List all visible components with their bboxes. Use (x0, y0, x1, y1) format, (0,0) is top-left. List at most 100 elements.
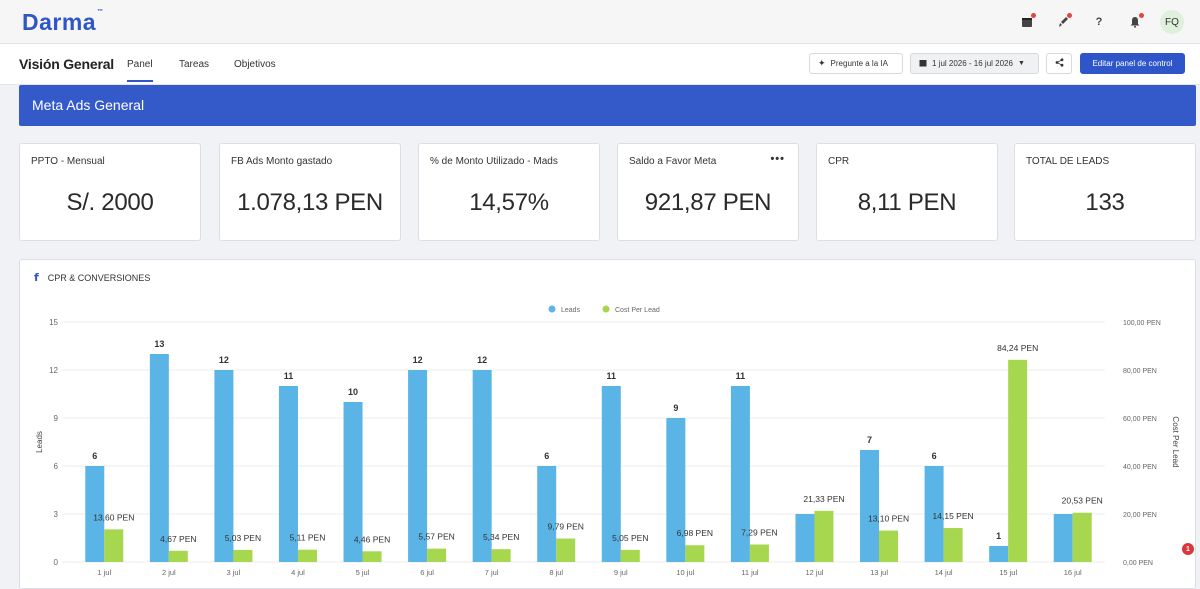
bar-cost-per-lead (233, 549, 253, 562)
kpi-title: CPR (828, 156, 850, 167)
data-label-leads: 6 (544, 451, 549, 461)
rocket-icon[interactable] (1052, 11, 1074, 33)
data-label-cpl: 84,24 PEN (997, 343, 1038, 353)
ask-ai-button[interactable]: ✦ Pregunte a la IA (809, 53, 903, 74)
data-label-cpl: 6,98 PEN (677, 528, 713, 538)
bar-leads (343, 402, 363, 562)
section-banner: Meta Ads General (19, 85, 1196, 126)
bar-leads (1053, 514, 1073, 562)
x-tick-label: 4 jul (291, 568, 305, 577)
y-tick-label: 15 (49, 318, 58, 327)
bell-icon[interactable] (1124, 11, 1146, 33)
page-title: Visión General (19, 56, 114, 72)
x-tick-label: 5 jul (356, 568, 370, 577)
kpi-value: 133 (1085, 189, 1125, 216)
data-label-leads: 12 (477, 355, 487, 365)
data-label-cpl: 21,33 PEN (803, 494, 844, 504)
kpi-value: S/. 2000 (66, 189, 154, 216)
facebook-icon: f (34, 271, 39, 284)
bar-cost-per-lead (297, 549, 317, 562)
calendar-icon (919, 59, 927, 69)
bar-leads (730, 386, 750, 562)
cpr-conversions-chart: 0 3 6 9 12 15 0,00 PEN 20,00 PEN 40,00 PEN 60,00 … (35, 305, 1180, 577)
chart-title: CPR & CONVERSIONES (47, 272, 151, 283)
tab-panel[interactable]: Panel (127, 59, 153, 82)
bar-leads (472, 370, 492, 562)
top-icons: ? FQ (1016, 10, 1184, 34)
y-tick-label: 3 (54, 510, 59, 519)
notification-badge[interactable]: 1 (1182, 543, 1194, 555)
data-label-leads: 12 (413, 355, 423, 365)
y-tick-label: 0 (54, 558, 59, 567)
date-range-picker[interactable]: 1 jul 2026 - 16 jul 2026 ▼ (910, 53, 1039, 74)
x-tick-label: 9 jul (614, 568, 628, 577)
kpi-card-cpr: CPR 8,11 PEN (816, 143, 998, 241)
chart-panel: f CPR & CONVERSIONES 0 3 6 9 12 15 0,00 PEN 20,… (19, 259, 1196, 589)
app-logo[interactable]: Darma™ (22, 9, 104, 35)
bar-cost-per-lead (1072, 512, 1092, 562)
y2-axis-title: Cost Per Lead (1171, 416, 1180, 467)
share-button[interactable] (1046, 53, 1072, 74)
tab-objetivos[interactable]: Objetivos (234, 59, 276, 70)
data-label-leads: 9 (673, 403, 678, 413)
bar-cost-per-lead (749, 544, 769, 562)
data-label-cpl: 4,46 PEN (354, 534, 390, 544)
banner-title: Meta Ads General (32, 97, 145, 113)
nav-bar: Visión General Panel Tareas Objetivos ✦ … (0, 44, 1200, 85)
x-tick-label: 12 jul (806, 568, 824, 577)
tab-tareas[interactable]: Tareas (179, 59, 210, 70)
bar-cost-per-lead (943, 528, 963, 562)
bar-leads (537, 466, 557, 562)
avatar[interactable]: FQ (1160, 10, 1184, 34)
chevron-down-icon: ▼ (1017, 60, 1025, 67)
x-tick-label: 3 jul (227, 568, 241, 577)
x-tick-label: 11 jul (741, 568, 759, 577)
y2-tick-label: 40,00 PEN (1123, 464, 1157, 471)
data-label-leads: 13 (154, 339, 164, 349)
x-tick-label: 13 jul (870, 568, 888, 577)
sparkle-icon: ✦ (818, 58, 826, 68)
bar-cost-per-lead (620, 549, 640, 562)
x-tick-label: 15 jul (999, 568, 1017, 577)
data-label-cpl: 5,03 PEN (225, 533, 261, 543)
kpi-card-balance: Saldo a Favor Meta ••• 921,87 PEN (617, 143, 799, 241)
bar-leads (989, 546, 1009, 562)
data-label-cpl: 13,10 PEN (868, 514, 909, 524)
kpi-title: Saldo a Favor Meta (629, 156, 717, 167)
kpi-value: 921,87 PEN (644, 189, 772, 216)
data-label-cpl: 9,79 PEN (548, 522, 584, 532)
share-icon (1055, 58, 1064, 69)
edit-dashboard-button[interactable]: Editar panel de control (1080, 53, 1185, 74)
bar-leads (795, 514, 815, 562)
kpi-title: % de Monto Utilizado - Mads (430, 156, 558, 167)
kpi-card-budget: PPTO - Mensual S/. 2000 (19, 143, 201, 241)
bar-leads (860, 450, 880, 562)
data-label-cpl: 20,53 PEN (1062, 496, 1103, 506)
data-label-cpl: 5,05 PEN (612, 533, 648, 543)
more-options-icon[interactable]: ••• (770, 153, 785, 165)
data-label-cpl: 7,29 PEN (741, 528, 777, 538)
help-icon[interactable]: ? (1095, 16, 1103, 28)
data-label-cpl: 4,67 PEN (160, 534, 196, 544)
x-tick-label: 2 jul (162, 568, 176, 577)
bar-leads (666, 418, 686, 562)
bar-cost-per-lead (491, 549, 511, 562)
bar-leads (408, 370, 428, 562)
data-label-leads: 11 (607, 371, 617, 381)
legend-label-cpl: Cost Per Lead (615, 307, 660, 314)
kpi-card-spent: FB Ads Monto gastado 1.078,13 PEN (219, 143, 401, 241)
kpi-card-used-percent: % de Monto Utilizado - Mads 14,57% (418, 143, 600, 241)
kpi-value: 1.078,13 PEN (237, 189, 383, 216)
calendar-alert-icon[interactable] (1016, 11, 1038, 33)
bar-leads (278, 386, 298, 562)
bar-leads (601, 386, 621, 562)
bar-cost-per-lead (104, 529, 124, 562)
y-tick-label: 9 (54, 414, 59, 423)
bar-leads (924, 466, 944, 562)
data-label-cpl: 5,57 PEN (418, 532, 454, 542)
bar-cost-per-lead (814, 510, 834, 562)
y2-tick-label: 20,00 PEN (1123, 512, 1157, 519)
y2-tick-label: 80,00 PEN (1123, 368, 1157, 375)
data-label-leads: 10 (348, 387, 358, 397)
x-tick-label: 16 jul (1064, 568, 1082, 577)
